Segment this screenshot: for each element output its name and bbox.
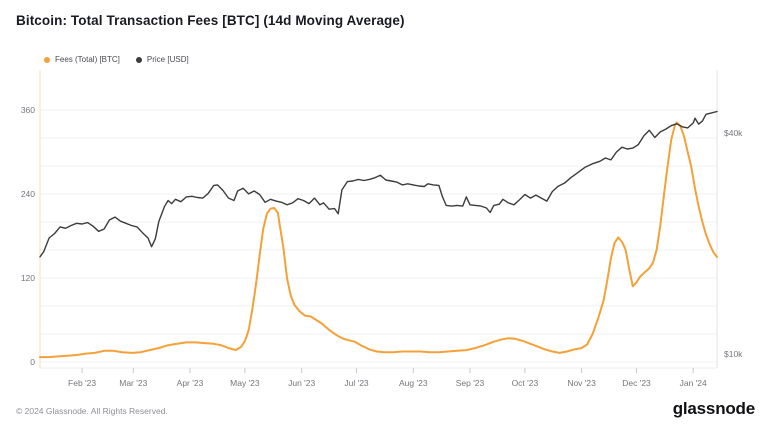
x-axis-label: May '23	[230, 378, 260, 388]
legend: Fees (Total) [BTC] Price [USD]	[44, 55, 189, 64]
legend-label-fees: Fees (Total) [BTC]	[55, 55, 120, 64]
x-axis-label: Feb '23	[68, 378, 96, 388]
legend-item-fees[interactable]: Fees (Total) [BTC]	[44, 55, 120, 64]
price-series-marker-icon	[135, 56, 142, 63]
x-axis-label: Dec '23	[622, 378, 651, 388]
page-title: Bitcoin: Total Transaction Fees [BTC] (1…	[16, 13, 405, 28]
x-axis-label: Mar '23	[119, 378, 147, 388]
glassnode-logo[interactable]: glassnode	[672, 399, 755, 418]
x-axis-label: Apr '23	[177, 378, 204, 388]
left-axis-label: 240	[21, 189, 35, 199]
fees-series-marker-icon	[44, 56, 50, 63]
x-axis-label: Oct '23	[512, 378, 539, 388]
left-axis-label: 360	[21, 105, 35, 115]
x-axis-label: Jun '23	[288, 378, 315, 388]
x-axis-label: Jan '24	[680, 378, 707, 388]
x-axis-label: Nov '23	[567, 378, 596, 388]
x-axis-label: Aug '23	[399, 378, 428, 388]
price-series-line	[39, 110, 718, 258]
fees-series-line	[39, 121, 718, 359]
legend-item-price[interactable]: Price [USD]	[135, 55, 189, 64]
copyright-text: © 2024 Glassnode. All Rights Reserved.	[16, 406, 168, 416]
right-axis-label: $10k	[724, 349, 743, 359]
legend-label-price: Price [USD]	[146, 55, 189, 64]
right-axis-label: $40k	[724, 128, 743, 138]
x-axis-label: Sep '23	[456, 378, 485, 388]
left-axis-label: 120	[21, 273, 35, 283]
left-axis-label: 0	[30, 357, 35, 367]
x-axis-label: Jul '23	[344, 378, 369, 388]
